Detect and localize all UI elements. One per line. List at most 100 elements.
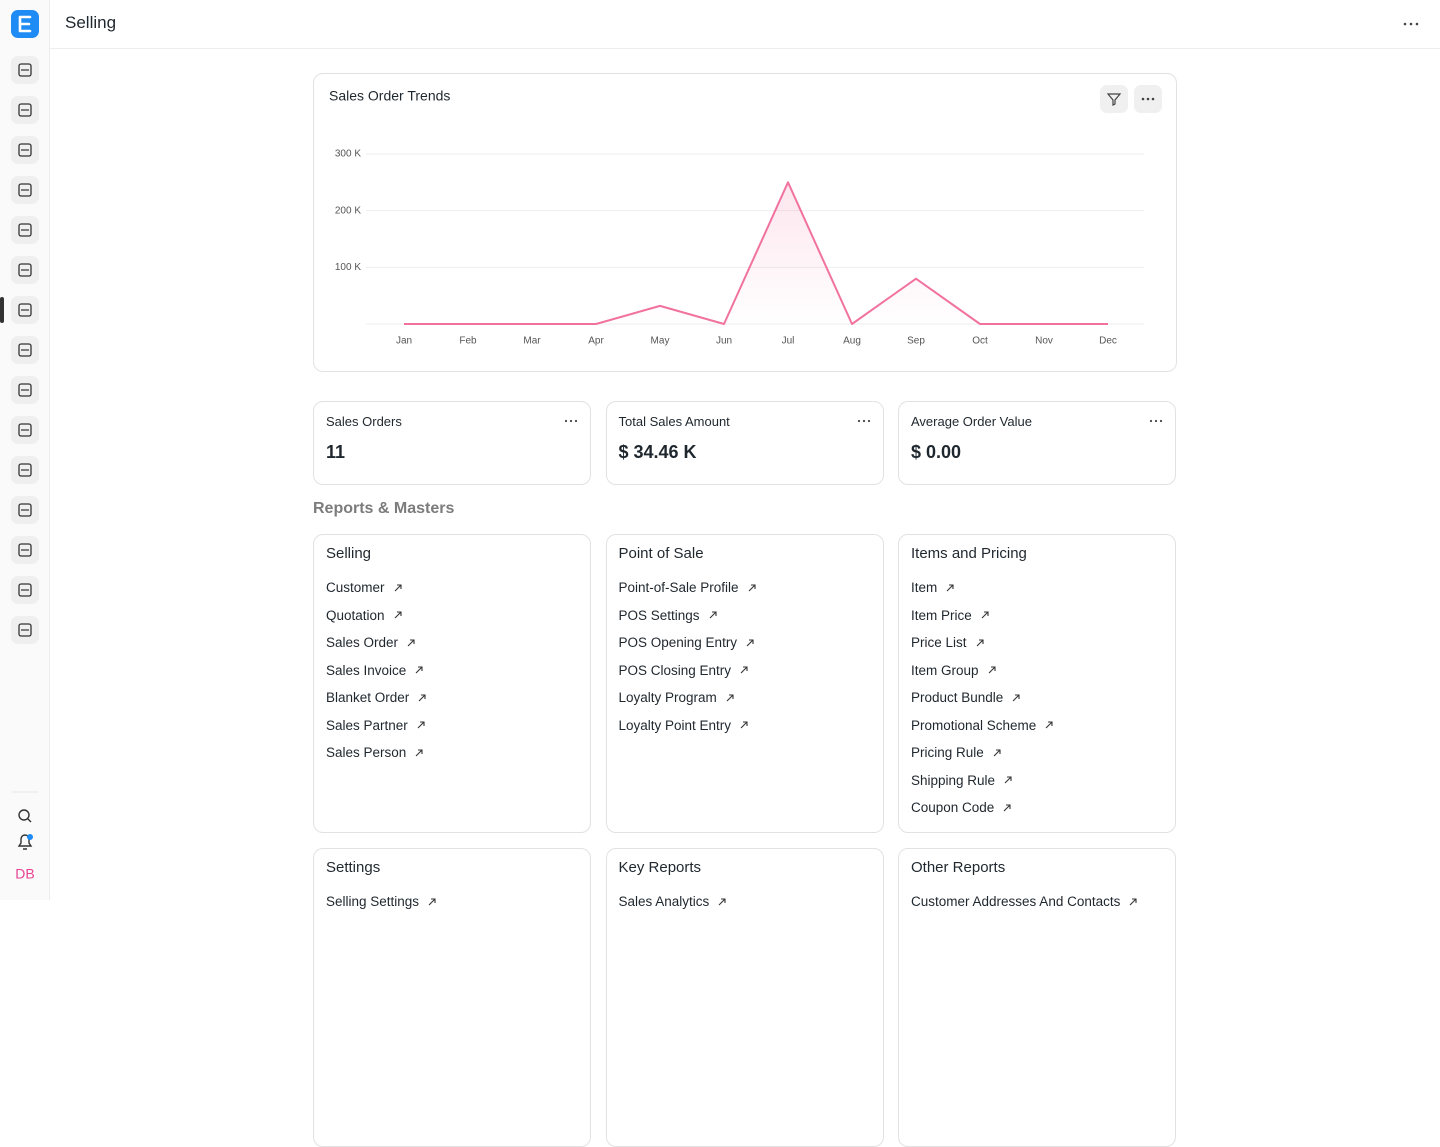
link-card: Selling Customer Quotation Sales Order Sales… — [313, 534, 591, 833]
sidebar-nav-icon[interactable] — [11, 616, 39, 644]
shortcut-link[interactable]: Sales Partner — [326, 718, 425, 733]
link-card-title: Items and Pricing — [911, 545, 1027, 562]
link-text: Loyalty Point Entry — [618, 717, 732, 733]
link-text: Promotional Scheme — [911, 717, 1037, 733]
shortcut-link[interactable]: Customer Addresses And Contacts — [911, 894, 1137, 909]
dot — [1149, 419, 1153, 423]
shortcut-link[interactable]: Coupon Code — [911, 800, 1011, 815]
shortcut-link[interactable]: Customer — [326, 580, 402, 595]
dot — [1154, 419, 1158, 423]
link-card: Point of Sale Point-of-Sale Profile POS Se… — [605, 534, 884, 833]
shortcut-link[interactable]: Selling Settings — [326, 894, 436, 909]
number-card-label: Total Sales Amount — [618, 414, 730, 429]
arrow-glyph — [1003, 803, 1011, 811]
dot — [564, 419, 568, 423]
sidebar-nav-icon[interactable] — [11, 56, 39, 84]
link-card-title: Other Reports — [911, 859, 1006, 876]
shortcut-link[interactable]: Item — [911, 580, 954, 595]
shortcut-link[interactable]: Loyalty Point Entry — [619, 718, 749, 733]
link-text: Coupon Code — [911, 800, 995, 815]
filter-button[interactable] — [1100, 85, 1128, 113]
number-card-label: Sales Orders — [326, 414, 402, 429]
y-tick-label: 100 K — [335, 262, 361, 273]
shortcut-link[interactable]: Loyalty Program — [619, 690, 734, 705]
link-card: Key Reports Sales Analytics — [605, 848, 884, 1147]
app-logo[interactable] — [11, 10, 39, 38]
shortcut-link[interactable]: Sales Order — [326, 635, 415, 650]
sidebar-icons: DB — [0, 10, 39, 882]
sidebar-nav-icon[interactable] — [11, 376, 39, 404]
shortcut-link[interactable]: Shipping Rule — [911, 773, 1012, 788]
link-text: Customer Addresses And Contacts — [911, 894, 1121, 909]
link-arrow — [748, 583, 756, 591]
shortcut-link[interactable]: Promotional Scheme — [911, 718, 1053, 733]
shortcut-link[interactable]: Point-of-Sale Profile — [619, 580, 756, 595]
notification-icon[interactable] — [17, 834, 33, 850]
shortcut-link[interactable]: POS Closing Entry — [619, 663, 749, 678]
link-card-title: Settings — [326, 859, 381, 876]
number-card-label: Average Order Value — [911, 414, 1032, 429]
sidebar-nav-icon[interactable] — [11, 336, 39, 364]
menu-icon — [1141, 97, 1155, 101]
shortcut-link[interactable]: Pricing Rule — [911, 745, 1001, 760]
x-tick-label: Aug — [843, 336, 861, 347]
link-text: Point-of-Sale Profile — [618, 580, 739, 595]
icon-glyph — [18, 623, 32, 637]
number-card: Sales Orders 11 — [313, 401, 591, 485]
link-card-title: Point of Sale — [618, 545, 704, 562]
sidebar-nav-icon[interactable] — [11, 256, 39, 284]
card-menu[interactable] — [857, 416, 871, 426]
shortcut-link[interactable]: Product Bundle — [911, 690, 1020, 705]
link-card: Settings Selling Settings — [313, 848, 591, 1147]
link-text: POS Settings — [618, 607, 700, 623]
dot — [569, 419, 573, 423]
link-arrow — [981, 611, 989, 619]
link-text: Sales Order — [326, 635, 399, 650]
sidebar-nav-icon[interactable] — [11, 136, 39, 164]
link-text: Item Price — [911, 607, 972, 623]
user-avatar[interactable]: DB — [15, 866, 34, 882]
sidebar-nav-icon[interactable] — [11, 216, 39, 244]
icon-glyph — [18, 583, 32, 597]
shortcut-link[interactable]: POS Opening Entry — [619, 635, 755, 650]
link-text: Item Group — [911, 662, 979, 678]
chart-menu-button[interactable] — [1134, 85, 1162, 113]
sidebar-nav-icon[interactable] — [11, 496, 39, 524]
shortcut-link[interactable]: Sales Person — [326, 745, 423, 760]
page-menu[interactable] — [1402, 17, 1420, 31]
icon-glyph — [18, 503, 32, 517]
shortcut-link[interactable]: POS Settings — [619, 608, 717, 623]
link-arrow — [428, 897, 436, 905]
sidebar-nav-icon[interactable] — [11, 456, 39, 484]
shortcut-link[interactable]: Blanket Order — [326, 690, 426, 705]
link-text: POS Opening Entry — [618, 635, 738, 650]
link-text: Selling Settings — [326, 894, 420, 909]
arrow-glyph — [394, 611, 402, 619]
sidebar-nav-icon[interactable] — [11, 176, 39, 204]
card-menu[interactable] — [1149, 416, 1163, 426]
sidebar-nav-icon[interactable] — [11, 576, 39, 604]
shortcut-link[interactable]: Item Price — [911, 608, 989, 623]
sidebar-nav-icon[interactable] — [11, 296, 39, 324]
shortcut-link[interactable]: Sales Invoice — [326, 663, 423, 678]
link-arrow — [740, 721, 748, 729]
link-arrow — [988, 666, 996, 674]
icon-glyph — [18, 383, 32, 397]
shortcut-link[interactable]: Price List — [911, 635, 984, 650]
search-icon[interactable] — [18, 809, 32, 823]
arrow-glyph — [988, 666, 996, 674]
x-tick-label: Feb — [459, 336, 477, 347]
link-card-title: Key Reports — [618, 859, 702, 876]
sidebar-nav-icon[interactable] — [11, 416, 39, 444]
sidebar-nav-icon[interactable] — [11, 96, 39, 124]
number-card: Total Sales Amount $ 34.46 K — [605, 401, 884, 485]
sidebar-nav-icon[interactable] — [11, 536, 39, 564]
number-card: Average Order Value $ 0.00 — [898, 401, 1176, 485]
link-arrow — [946, 583, 954, 591]
shortcut-link[interactable]: Item Group — [911, 663, 996, 678]
card-menu[interactable] — [564, 416, 578, 426]
shortcut-link[interactable]: Quotation — [326, 608, 402, 623]
icon-glyph — [18, 63, 32, 77]
shortcut-link[interactable]: Sales Analytics — [619, 894, 727, 909]
